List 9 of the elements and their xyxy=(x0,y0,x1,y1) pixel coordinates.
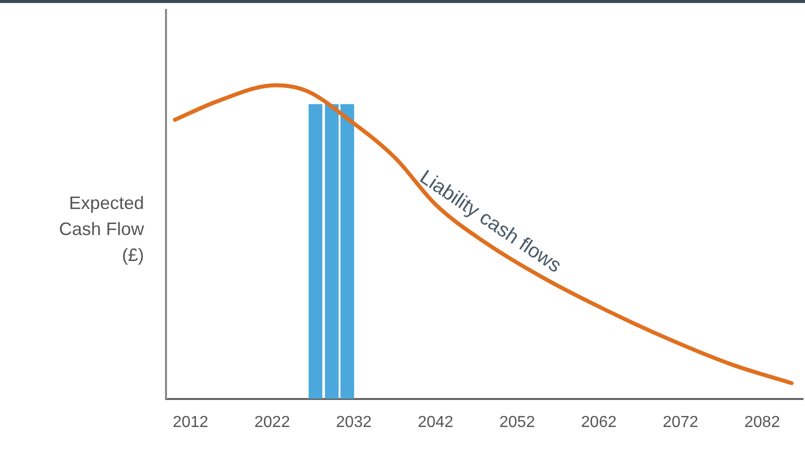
x-tick-label: 2022 xyxy=(254,414,290,431)
x-tick-label: 2052 xyxy=(499,414,536,431)
x-tick-label: 2062 xyxy=(581,414,617,431)
x-tick-label: 2032 xyxy=(336,414,372,431)
x-tick-label: 2012 xyxy=(172,414,208,431)
x-tick-label: 2042 xyxy=(418,414,454,431)
y-axis-title: Expected Cash Flow (£) xyxy=(58,192,144,267)
x-tick-label: 2072 xyxy=(662,414,698,431)
x-tick-label: 2082 xyxy=(744,414,780,431)
